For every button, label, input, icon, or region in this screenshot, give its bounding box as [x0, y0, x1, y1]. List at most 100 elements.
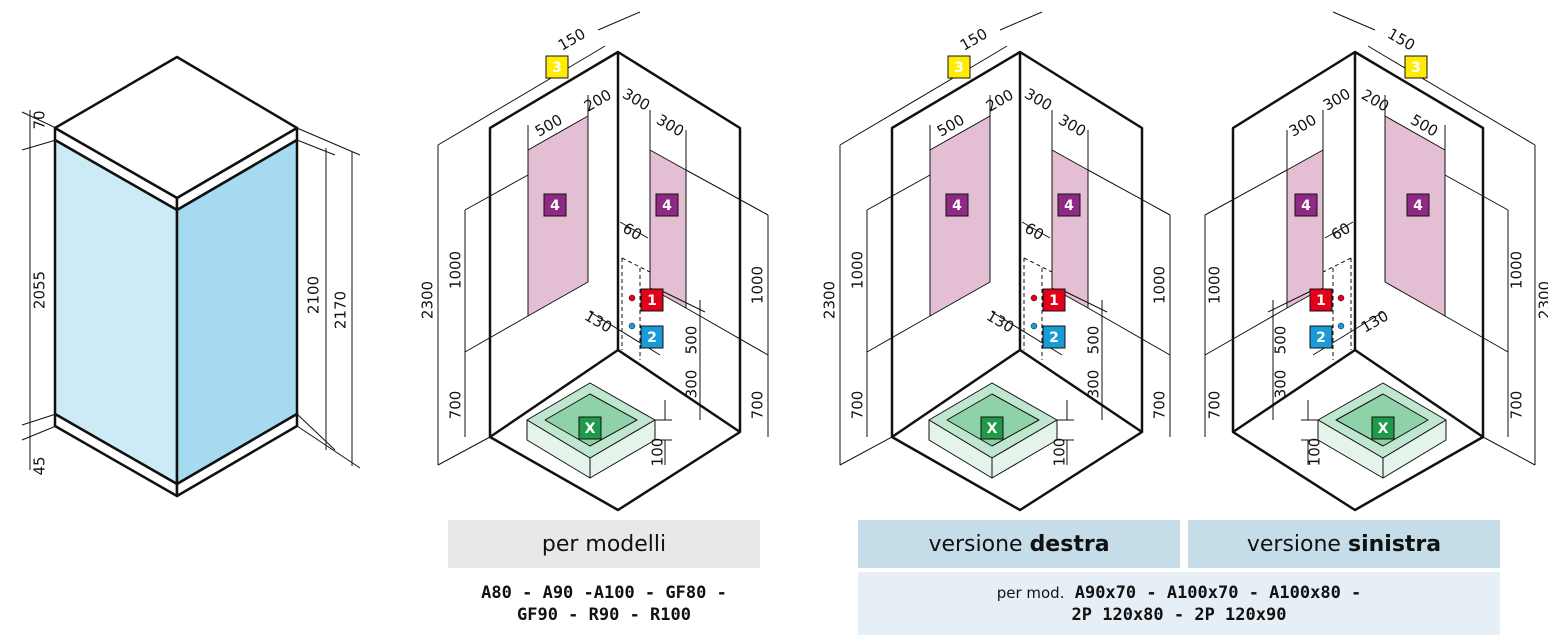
badge-label: 3	[1411, 60, 1421, 76]
dim-line	[866, 315, 931, 353]
dim-label: 700	[749, 391, 767, 420]
dim-line	[1267, 289, 1314, 313]
badge-box	[945, 193, 969, 217]
dim-label: 200	[983, 86, 1017, 116]
dim-line	[1367, 45, 1384, 56]
dim-label: 100	[649, 438, 667, 467]
dim-label: 60	[1021, 219, 1047, 244]
dim-label: 60	[619, 219, 645, 244]
panel	[1286, 149, 1324, 309]
dim-label: 1000	[447, 251, 465, 289]
dim-line	[296, 139, 336, 156]
dim-line	[1087, 169, 1171, 216]
dim-line	[1023, 257, 1053, 273]
badge-box	[578, 416, 602, 440]
dim-line	[1021, 221, 1051, 239]
diagram: 1505002003003006013050030010023001000700…	[1204, 11, 1548, 512]
caption-line: per mod. A90x70 - A100x70 - A100x80 -	[997, 582, 1362, 604]
dim-line	[999, 11, 1043, 31]
dim-label: 1000	[1151, 266, 1169, 304]
dim-label: 300	[1286, 111, 1320, 141]
badge-box	[1404, 55, 1428, 79]
badge-label: 4	[1301, 198, 1311, 214]
badge-box	[1042, 288, 1066, 312]
badge-label: 3	[954, 60, 964, 76]
caption-text: versione	[928, 531, 1023, 557]
badge-box	[947, 55, 971, 79]
panel	[649, 149, 687, 309]
dim-label: 500	[1272, 326, 1290, 355]
outlet	[628, 294, 636, 302]
badge-label: 4	[1413, 198, 1423, 214]
badge-label: 2	[647, 330, 657, 346]
dim-line	[1232, 348, 1356, 434]
outlet	[1337, 322, 1345, 330]
dim-line	[617, 348, 741, 434]
dim-label: 2300	[821, 281, 839, 319]
caption-text: sinistra	[1347, 531, 1442, 557]
dim-label: 700	[447, 391, 465, 420]
caption-text: versione	[1246, 531, 1341, 557]
dim-line	[1324, 221, 1354, 239]
dim-line	[1444, 315, 1509, 353]
badge-label: X	[585, 421, 596, 437]
badge-label: 1	[1049, 293, 1059, 309]
cabin	[21, 55, 361, 498]
dim-line	[1204, 169, 1288, 216]
badge-box	[545, 55, 569, 79]
outlet	[628, 322, 636, 330]
dim-label: 2300	[419, 281, 437, 319]
caption-models: per mod. A90x70 - A100x70 - A100x80 - 2P…	[858, 572, 1500, 635]
badge-label: 2	[1049, 330, 1059, 346]
badge-box	[1309, 325, 1333, 349]
dim-line	[621, 257, 651, 273]
dim-line	[866, 174, 931, 211]
dim-line	[839, 436, 893, 466]
dim-label: 1000	[1206, 266, 1224, 304]
dim-line	[437, 436, 491, 466]
dim-label: 1000	[1508, 251, 1526, 289]
dim-line	[659, 289, 706, 313]
dim-line	[464, 174, 529, 211]
dim-line	[296, 413, 336, 451]
badge-box	[543, 193, 567, 217]
badge-box	[1057, 193, 1081, 217]
panel	[1051, 149, 1089, 309]
dim-line	[296, 127, 361, 156]
dim-line	[464, 315, 529, 353]
caption-text: A90x70 - A100x70 - A100x80 -	[1074, 582, 1362, 603]
badge-box	[1042, 325, 1066, 349]
dim-label: 300	[1055, 111, 1089, 141]
badge-label: X	[987, 421, 998, 437]
dim-label: 700	[849, 391, 867, 420]
dim-line	[296, 425, 361, 469]
caption-text: per mod.	[996, 583, 1065, 602]
badge-label: 1	[1316, 293, 1326, 309]
dim-label: 1000	[849, 251, 867, 289]
badge-label: 4	[1064, 198, 1074, 214]
outlet	[1337, 294, 1345, 302]
caption-text: per modelli	[541, 531, 667, 557]
dim-label: 300	[1085, 370, 1103, 399]
badge-label: 3	[552, 60, 562, 76]
dim-line	[21, 139, 57, 151]
dim-label: 130	[581, 307, 615, 337]
dim-line	[685, 169, 769, 216]
dim-line	[489, 348, 619, 439]
dim-line	[991, 45, 1008, 56]
caption-header: versione destra	[858, 520, 1180, 568]
dim-label: 100	[1306, 438, 1324, 467]
dim-line	[21, 425, 57, 441]
dim-label: 300	[653, 111, 687, 141]
caption-text: 2P 120x80 - 2P 120x90	[1071, 604, 1287, 625]
dim-label: 200	[1358, 86, 1392, 116]
dim-label: 700	[1206, 391, 1224, 420]
dim-line	[1354, 348, 1484, 439]
badge-box	[1294, 193, 1318, 217]
badge-box	[1406, 193, 1430, 217]
dim-label: 300	[619, 85, 653, 115]
dim-label: 2170	[332, 291, 350, 329]
